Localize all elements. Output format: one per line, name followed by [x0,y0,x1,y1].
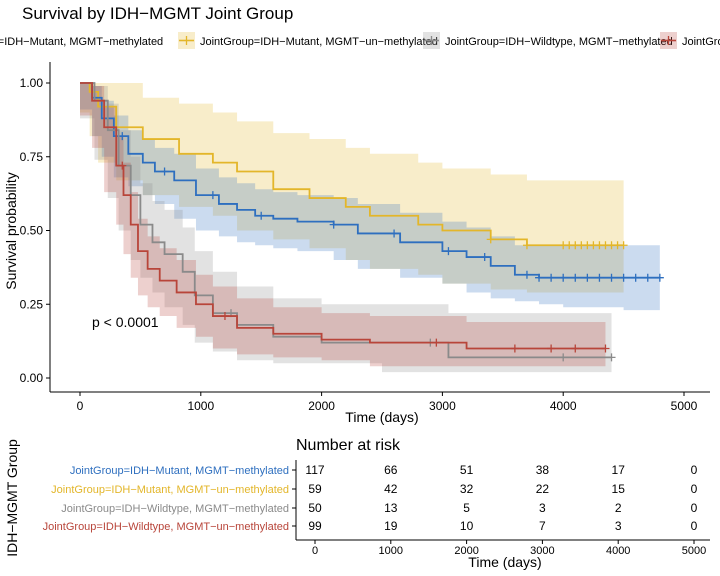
censor-mark [571,344,580,353]
censor-mark [583,273,592,282]
risk-row-label: JointGroup=IDH−Mutant, MGMT−methylated [70,465,289,477]
censor-mark [329,220,338,229]
risk-count: 0 [691,463,698,477]
survival-curve [80,82,624,247]
censor-mark [118,132,127,141]
risk-count: 3 [615,519,622,533]
censor-mark [655,273,664,282]
risk-count: 32 [460,482,474,496]
x-tick-label: 4000 [550,399,577,413]
risk-count: 10 [460,519,474,533]
legend-label: JointGroup=IDH−Wildtype, MGMT−un−methyla… [682,36,720,48]
risk-count: 38 [536,463,550,477]
risk-table-xlabel: Time (days) [468,554,541,570]
risk-table-title: Number at risk [296,437,401,454]
y-tick-label: 0.25 [20,297,44,311]
risk-count: 42 [384,482,398,496]
censor-mark [559,273,568,282]
risk-count: 117 [305,463,324,477]
risk-count: 19 [384,519,398,533]
censor-mark [522,241,531,250]
risk-count: 0 [691,519,698,533]
censor-mark [535,273,544,282]
risk-x-tick-label: 3000 [530,545,554,557]
chart-title: Survival by IDH−MGMT Joint Group [22,4,293,23]
risk-count: 13 [384,501,398,515]
y-tick-label: 0.00 [20,371,44,385]
risk-count: 0 [691,482,698,496]
risk-x-tick-label: 2000 [454,545,478,557]
risk-row-label: JointGroup=IDH−Wildtype, MGMT−methylated [61,503,289,515]
risk-count: 3 [539,501,546,515]
legend-label: JointGroup=IDH−Mutant, MGMT−un−methylate… [200,36,438,48]
risk-count: 2 [615,501,622,515]
censor-mark [486,235,495,244]
censor-mark [607,273,616,282]
censor-mark [595,273,604,282]
x-tick-label: 5000 [671,399,698,413]
censor-mark [432,338,441,347]
censor-mark [559,353,568,362]
censor-mark [480,253,489,262]
km-plot: 0.00 0.25 0.50 0.75 1.00 0 1000 2000 3000 4000 500… [20,62,710,413]
censor-mark [547,344,556,353]
censor-mark [208,191,217,200]
risk-x-tick-label: 1000 [379,545,403,557]
risk-table-ylabel: IDH−MGMT Group [4,439,20,557]
censor-mark [607,353,616,362]
risk-table: JointGroup=IDH−Mutant, MGMT−methylated 11… [43,460,710,557]
risk-count: 17 [612,463,626,477]
censor-mark [643,273,652,282]
risk-count: 50 [308,501,322,515]
censor-mark [160,167,169,176]
legend-label: JointGroup=IDH−Wildtype, MGMT−methylated [445,36,673,48]
censor-mark [571,273,580,282]
risk-row-label: JointGroup=IDH−Wildtype, MGMT−un−methyla… [43,521,289,533]
censor-mark [619,273,628,282]
confidence-band [80,83,624,293]
risk-count: 0 [691,501,698,515]
risk-x-tick-label: 0 [312,545,318,557]
risk-count: 22 [536,482,550,496]
legend-label: JointGroup=IDH−Mutant, MGMT−methylated [0,36,163,48]
risk-count: 15 [612,482,626,496]
y-tick-label: 0.50 [20,224,44,238]
censor-mark [220,312,229,321]
censor-mark [510,344,519,353]
x-tick-label: 2000 [308,399,335,413]
censor-mark [547,273,556,282]
risk-count: 66 [384,463,398,477]
risk-row-label: JointGroup=IDH−Mutant, MGMT−un−methylate… [51,484,289,496]
x-tick-label: 1000 [187,399,214,413]
censor-mark [601,344,610,353]
risk-count: 5 [463,501,470,515]
censor-mark [444,247,453,256]
x-tick-label: 3000 [429,399,456,413]
censor-mark [118,161,127,170]
x-axis-label: Time (days) [345,409,418,425]
risk-count: 51 [460,463,474,477]
censor-mark [390,229,399,238]
x-tick-label: 0 [77,399,84,413]
y-tick-label: 1.00 [20,76,44,90]
confidence-band [80,83,660,311]
legend: JointGroup=IDH−Mutant, MGMT−methylated Jo… [0,32,720,49]
y-axis-label: Survival probability [3,172,19,290]
survival-curve [80,82,606,350]
risk-count: 7 [539,519,546,533]
censor-mark [619,241,628,250]
risk-x-tick-label: 5000 [682,545,706,557]
risk-count: 59 [308,482,322,496]
risk-x-tick-label: 4000 [606,545,630,557]
risk-count: 99 [308,519,322,533]
p-value-annotation: p < 0.0001 [92,314,159,330]
y-tick-label: 0.75 [20,150,44,164]
censor-mark [257,211,266,220]
censor-mark [522,270,531,279]
censor-mark [631,273,640,282]
